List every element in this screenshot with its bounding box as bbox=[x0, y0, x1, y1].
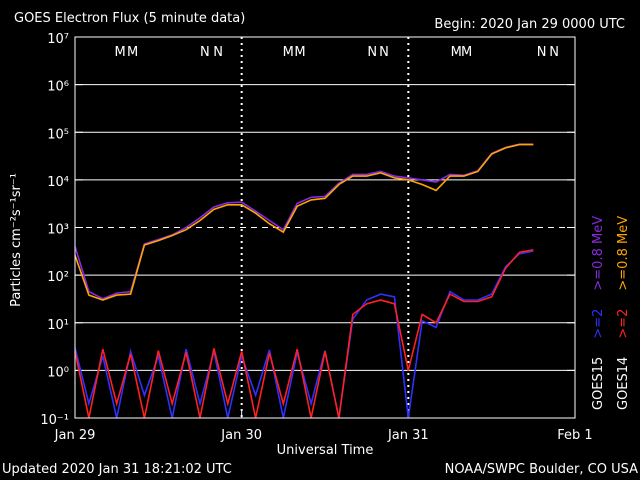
y-tick-label: 10⁰ bbox=[47, 365, 69, 380]
y-tick-label: 10² bbox=[47, 270, 69, 285]
x-tick-label: Feb 1 bbox=[557, 428, 592, 443]
legend-column: GOES15 >=2 >=0.8 MeV bbox=[591, 216, 606, 410]
series-line bbox=[74, 143, 534, 301]
chart-subtitle: Begin: 2020 Jan 29 0000 UTC bbox=[434, 17, 625, 32]
footer-left: Updated 2020 Jan 31 18:21:02 UTC bbox=[2, 462, 232, 477]
legend-column: GOES14 >=2 >=0.8 MeV bbox=[616, 216, 631, 410]
footer-right: NOAA/SWPC Boulder, CO USA bbox=[445, 462, 638, 477]
legend-satellite: GOES14 bbox=[616, 357, 631, 410]
time-marker: M bbox=[115, 45, 126, 60]
series-line bbox=[74, 249, 534, 419]
legend-entry: >=0.8 MeV bbox=[616, 216, 631, 291]
series-line bbox=[74, 250, 534, 419]
x-tick-label: Jan 31 bbox=[387, 428, 429, 443]
y-tick-label: 10³ bbox=[47, 223, 69, 238]
time-marker: M bbox=[451, 45, 462, 60]
time-marker: M bbox=[294, 45, 305, 60]
time-marker: N bbox=[213, 45, 223, 60]
x-tick-label: Jan 30 bbox=[220, 428, 262, 443]
time-marker: N bbox=[549, 45, 559, 60]
y-tick-label: 10⁻¹ bbox=[40, 413, 69, 428]
x-tick-label: Jan 29 bbox=[54, 428, 96, 443]
y-tick-label: 10⁵ bbox=[47, 127, 69, 142]
time-marker: N bbox=[379, 45, 389, 60]
y-tick-label: 10⁴ bbox=[47, 175, 69, 190]
time-marker: N bbox=[200, 45, 210, 60]
x-axis-label: Universal Time bbox=[277, 443, 374, 458]
time-marker: N bbox=[537, 45, 547, 60]
chart-title: GOES Electron Flux (5 minute data) bbox=[14, 11, 245, 26]
y-tick-label: 10¹ bbox=[47, 318, 69, 333]
legend-entry: >=2 bbox=[616, 309, 631, 339]
y-tick-label: 10⁶ bbox=[47, 80, 69, 95]
time-marker: M bbox=[283, 45, 294, 60]
legend-entry: >=0.8 MeV bbox=[591, 216, 606, 291]
time-marker: N bbox=[367, 45, 377, 60]
time-marker: M bbox=[461, 45, 472, 60]
y-tick-label: 10⁷ bbox=[47, 32, 69, 47]
plot-frame bbox=[74, 36, 576, 419]
series-line bbox=[74, 143, 534, 300]
legend-entry: >=2 bbox=[591, 309, 606, 339]
legend-satellite: GOES15 bbox=[591, 357, 606, 410]
y-axis-label: Particles cm⁻²s⁻¹sr⁻¹ bbox=[9, 173, 24, 307]
time-marker: M bbox=[127, 45, 138, 60]
